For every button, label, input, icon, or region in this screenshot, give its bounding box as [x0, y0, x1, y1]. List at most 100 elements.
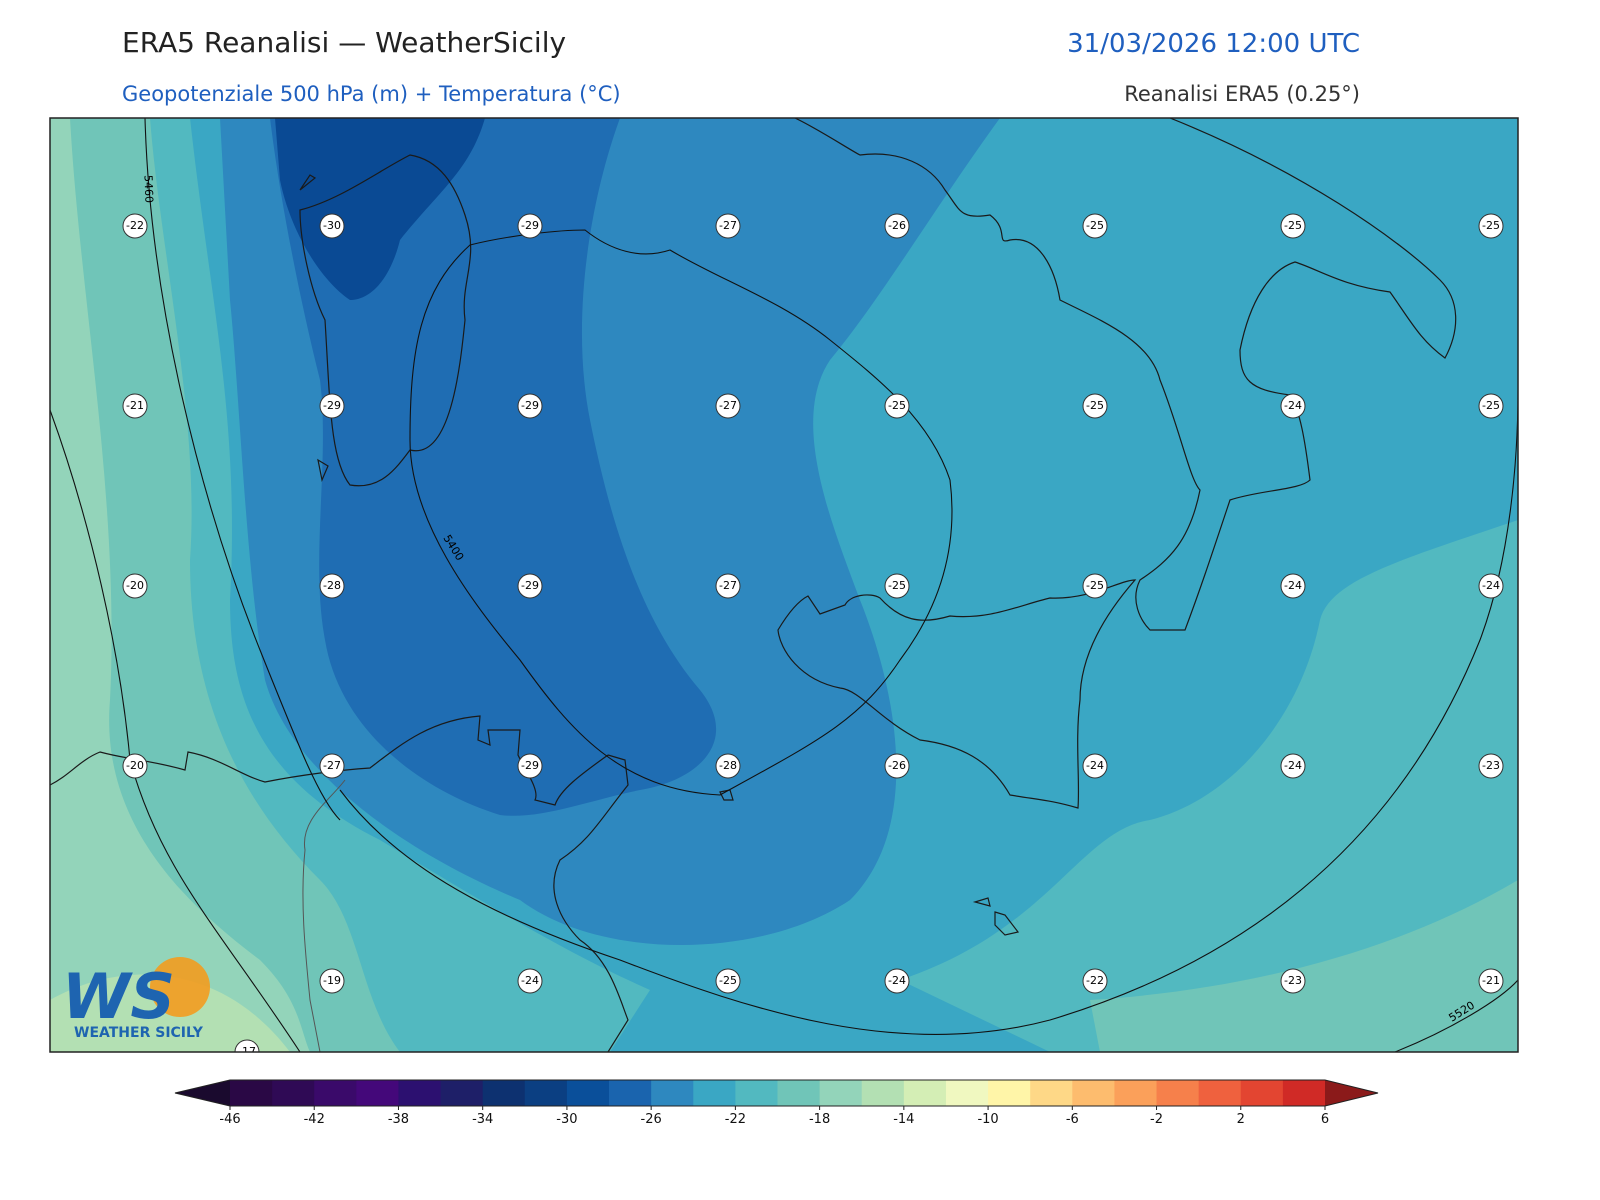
temp-marker — [1478, 753, 1504, 779]
colorbar-bin — [693, 1080, 736, 1106]
temp-label: -22 — [1086, 974, 1104, 987]
map: 5460 5400 5520 -22 -30 -29 -27 -26 -25 -25 -25-… — [50, 118, 1518, 1052]
coastline — [299, 154, 472, 487]
temp-label: -25 — [1086, 219, 1104, 232]
temp-label: -28 — [323, 579, 341, 592]
temp-marker — [517, 213, 543, 239]
temp-label: -25 — [1482, 399, 1500, 412]
temp-marker — [319, 393, 345, 419]
colorbar-tick-label: -18 — [809, 1112, 830, 1127]
temp-field — [270, 118, 717, 816]
temp-marker — [319, 573, 345, 599]
temp-label: -24 — [1284, 759, 1302, 772]
temp-marker — [1280, 968, 1306, 994]
title: ERA5 Reanalisi — WeatherSicily — [122, 26, 566, 59]
temp-label: -27 — [719, 579, 737, 592]
temp-marker — [715, 573, 741, 599]
temp-marker — [1082, 753, 1108, 779]
colorbar-bin — [524, 1080, 568, 1106]
colorbar-bin — [945, 1080, 989, 1106]
temp-label: -24 — [1284, 399, 1302, 412]
temp-marker — [1082, 968, 1108, 994]
colorbar-bin — [1114, 1080, 1158, 1106]
temp-label: -25 — [1086, 399, 1104, 412]
temp-marker — [319, 213, 345, 239]
contour-line — [144, 118, 341, 821]
colorbar-tick-label: -34 — [472, 1112, 493, 1127]
temp-marker — [1478, 213, 1504, 239]
colorbar-bin — [735, 1080, 778, 1106]
temp-label: -25 — [888, 579, 906, 592]
coastline — [553, 754, 1020, 1052]
coastline — [794, 118, 1457, 631]
temp-marker — [1280, 213, 1306, 239]
contour-line — [1394, 979, 1518, 1052]
colorbar-tick-label: -14 — [893, 1112, 914, 1127]
temp-label: -29 — [521, 399, 539, 412]
colorbar-tick-label: 2 — [1237, 1112, 1245, 1127]
temp-label: -21 — [1482, 974, 1500, 987]
temp-marker — [715, 393, 741, 419]
temp-label: -30 — [323, 219, 341, 232]
temp-label: -26 — [888, 759, 906, 772]
temp-marker — [1082, 213, 1108, 239]
temp-label: -22 — [126, 219, 144, 232]
colorbar-bin — [861, 1080, 905, 1106]
temp-label: -24 — [1284, 579, 1302, 592]
temp-marker — [884, 573, 910, 599]
colorbar-bin — [1282, 1080, 1326, 1106]
temp-marker — [1478, 393, 1504, 419]
temp-label: -25 — [1482, 219, 1500, 232]
colorbar-bin — [356, 1080, 399, 1106]
colorbar-tick-label: -46 — [219, 1112, 240, 1127]
colorbar-over — [1325, 1080, 1378, 1106]
colorbar-bin — [566, 1080, 610, 1106]
colorbar-bin — [314, 1080, 357, 1106]
colorbar-tick-label: -30 — [556, 1112, 577, 1127]
subtitle: Geopotenziale 500 hPa (m) + Temperatura … — [122, 82, 621, 106]
colorbar-bin — [988, 1080, 1031, 1106]
temp-marker — [1280, 573, 1306, 599]
temp-label: -23 — [1482, 759, 1500, 772]
temp-marker — [1478, 968, 1504, 994]
contour-label: 5460 — [142, 175, 156, 203]
temp-label: -23 — [1284, 974, 1302, 987]
temp-label: -25 — [1086, 579, 1104, 592]
temp-marker — [715, 213, 741, 239]
colorbar-bin — [1240, 1080, 1284, 1106]
logo-mark: WS — [62, 960, 175, 1033]
temp-marker — [319, 968, 345, 994]
temp-field — [900, 520, 1518, 1052]
datetime: 31/03/2026 12:00 UTC — [1067, 29, 1360, 59]
temp-marker — [1478, 573, 1504, 599]
temp-label: -27 — [323, 759, 341, 772]
temp-label: -25 — [888, 399, 906, 412]
colorbar-bin — [230, 1080, 273, 1106]
colorbar-tick-label: -6 — [1066, 1112, 1079, 1127]
temp-marker — [715, 968, 741, 994]
coastline — [777, 579, 1137, 809]
temp-label: -28 — [719, 759, 737, 772]
temp-marker — [884, 213, 910, 239]
temp-label: -20 — [126, 759, 144, 772]
temp-label: -26 — [888, 219, 906, 232]
colorbar-under — [175, 1080, 230, 1106]
temp-label: -25 — [719, 974, 737, 987]
temp-label: -24 — [888, 974, 906, 987]
temp-marker — [1082, 393, 1108, 419]
colorbar-bin — [651, 1080, 694, 1106]
temp-label: -29 — [323, 399, 341, 412]
temp-label: -25 — [1284, 219, 1302, 232]
colorbar: -46 -42 -38 -34 -30 -26 -22 -18 -14 -10 -6 -2 2 6 — [174, 1079, 1379, 1127]
temp-marker — [517, 573, 543, 599]
temp-label: -27 — [719, 219, 737, 232]
temp-marker — [1280, 393, 1306, 419]
logo-sun — [150, 957, 210, 1017]
temp-marker — [122, 573, 148, 599]
temp-marker — [122, 213, 148, 239]
colorbar-tick-label: -2 — [1150, 1112, 1163, 1127]
temp-marker — [1082, 573, 1108, 599]
temp-marker — [122, 393, 148, 419]
contour-line — [409, 229, 953, 796]
